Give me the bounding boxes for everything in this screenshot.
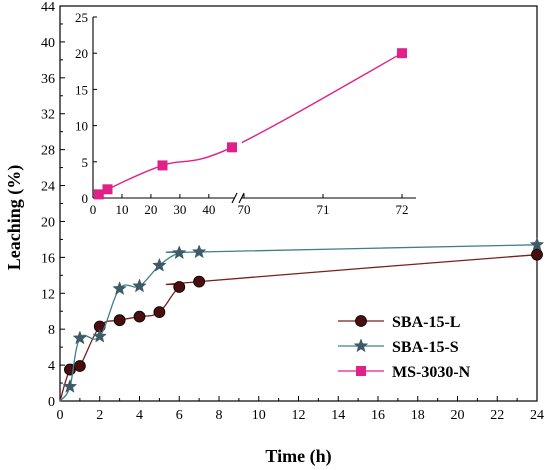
- data-point-sba-15-s: [72, 330, 88, 345]
- x-tick-label: 2: [96, 408, 103, 423]
- x-tick-label: 24: [530, 408, 544, 423]
- axis-break-mark: [238, 192, 245, 204]
- inset-x-tick-label: 20: [144, 202, 157, 217]
- legend-label: MS-3030-N: [392, 364, 471, 381]
- inset-data-point-ms-3030-n: [102, 184, 113, 195]
- x-axis-title: Time (h): [265, 446, 331, 467]
- data-point-sba-15-s: [152, 257, 167, 272]
- x-tick-label: 16: [371, 408, 385, 423]
- x-tick-label: 4: [136, 408, 143, 423]
- x-tick-label: 6: [176, 408, 183, 423]
- y-axis-title: Leaching (%): [4, 165, 25, 271]
- y-tick-label: 40: [41, 36, 55, 51]
- y-tick-label: 4: [48, 359, 55, 374]
- data-point-sba-15-s: [191, 244, 207, 259]
- x-tick-label: 18: [411, 408, 425, 423]
- x-tick-label: 0: [57, 408, 64, 423]
- y-tick-label: 36: [41, 72, 55, 87]
- series-line-sba-15-s: [59, 244, 538, 402]
- x-tick-label: 12: [292, 408, 306, 423]
- inset-x-tick-label: 72: [396, 202, 409, 217]
- x-tick-label: 22: [490, 408, 504, 423]
- data-point-sba-15-l: [113, 314, 126, 327]
- legend-marker: [356, 366, 366, 376]
- inset-y-tick-label: 5: [82, 155, 89, 170]
- y-tick-label: 28: [41, 144, 55, 159]
- inset-x-tick-label: 0: [90, 202, 97, 217]
- y-tick-label: 20: [41, 215, 55, 230]
- data-point-sba-15-l: [531, 248, 543, 261]
- inset-data-point-ms-3030-n: [397, 48, 407, 59]
- x-tick-label: 14: [331, 408, 345, 423]
- inset-y-tick-label: 25: [75, 10, 88, 25]
- x-tick-label: 8: [216, 408, 223, 423]
- inset-x-tick-label: 70: [238, 202, 251, 217]
- legend-marker: [355, 315, 367, 327]
- inset-background: [65, 9, 426, 222]
- data-point-sba-15-l: [133, 310, 146, 323]
- legend-label: SBA-15-L: [392, 314, 460, 331]
- inset-x-tick-label: 30: [173, 202, 186, 217]
- inset-y-tick-label: 0: [82, 191, 89, 206]
- data-point-sba-15-s: [132, 278, 147, 293]
- data-point-sba-15-l: [193, 275, 206, 288]
- inset-y-tick-label: 10: [75, 119, 88, 134]
- inset-y-tick-label: 20: [75, 46, 88, 61]
- inset-x-tick-label: 71: [317, 202, 330, 217]
- inset-data-point-ms-3030-n: [93, 189, 104, 200]
- data-point-sba-15-s: [529, 237, 545, 252]
- x-tick-label: 10: [252, 408, 266, 423]
- y-tick-label: 32: [41, 108, 55, 123]
- x-tick-label: 20: [451, 408, 465, 423]
- y-tick-label: 24: [41, 180, 55, 195]
- data-point-sba-15-s: [62, 378, 78, 393]
- data-point-sba-15-s: [92, 328, 108, 343]
- inset-y-tick-label: 15: [75, 82, 88, 97]
- y-tick-label: 12: [41, 287, 55, 302]
- inset-data-point-ms-3030-n: [157, 160, 168, 171]
- data-point-sba-15-l: [153, 306, 166, 319]
- inset-x-tick-label: 10: [115, 202, 128, 217]
- inset-line-break-gap: [234, 136, 242, 149]
- data-point-sba-15-l: [173, 281, 186, 293]
- legend-marker: [353, 338, 369, 353]
- y-tick-label: 44: [41, 0, 55, 15]
- data-point-sba-15-s: [171, 245, 187, 260]
- axis-break-mark: [231, 192, 238, 204]
- inset-data-point-ms-3030-n: [227, 142, 237, 153]
- y-tick-label: 0: [48, 395, 55, 410]
- data-point-sba-15-l: [73, 360, 86, 372]
- y-tick-label: 16: [41, 251, 55, 266]
- inset-x-tick-label: 40: [202, 202, 215, 217]
- data-point-sba-15-s: [112, 281, 127, 296]
- legend-label: SBA-15-S: [392, 339, 459, 356]
- y-tick-label: 8: [48, 323, 55, 338]
